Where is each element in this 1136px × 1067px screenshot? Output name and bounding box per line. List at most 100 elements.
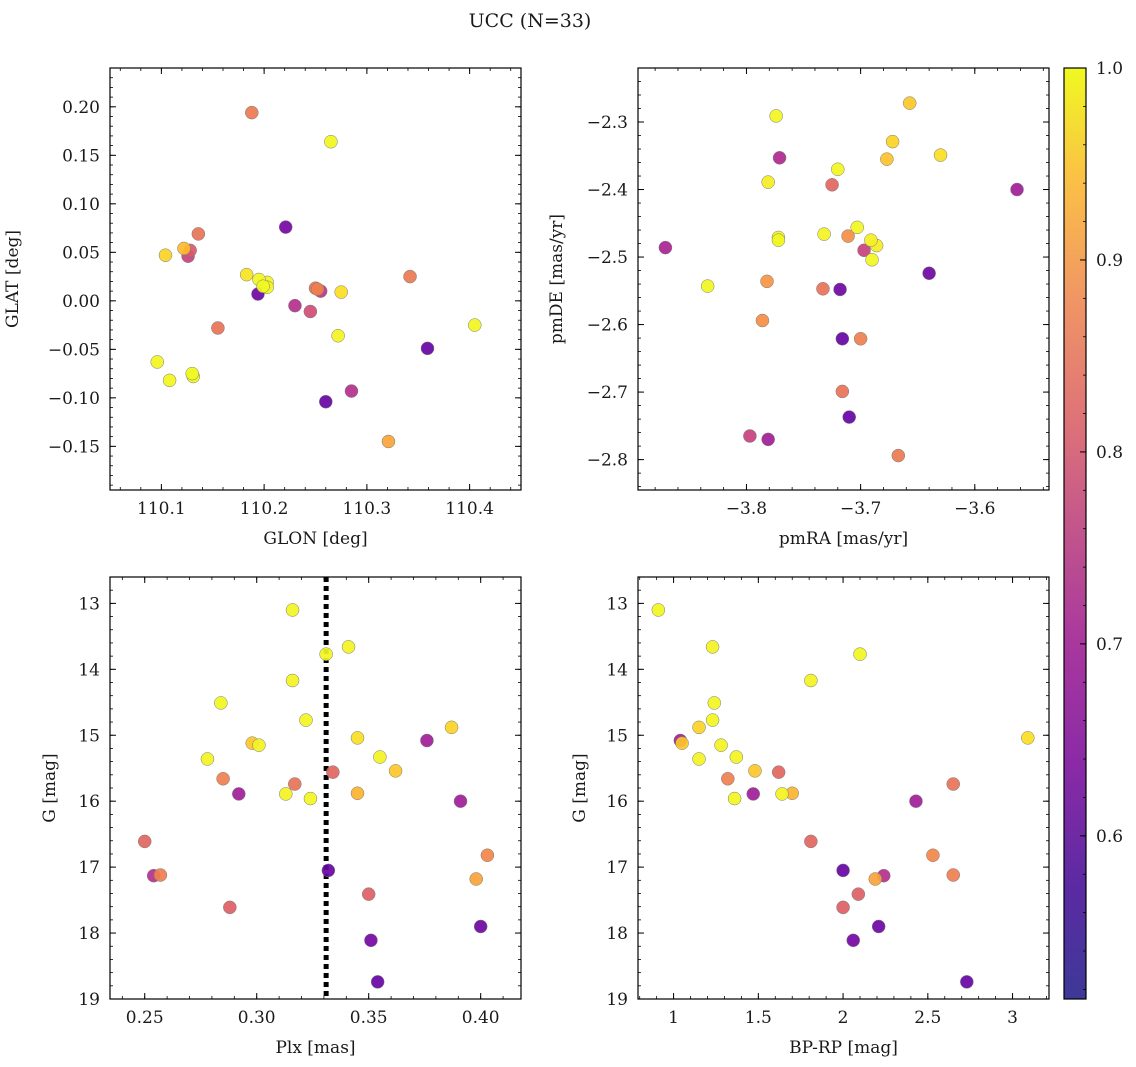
y-tick-label: 0.00 bbox=[62, 292, 100, 312]
y-tick-label: 15 bbox=[78, 726, 100, 746]
scatter-point bbox=[1010, 182, 1024, 197]
scatter-point bbox=[344, 384, 359, 398]
x-axis-label: BP-RP [mag] bbox=[789, 1038, 898, 1058]
y-tick-label: 16 bbox=[78, 792, 100, 812]
scatter-point bbox=[216, 772, 230, 786]
scatter-point bbox=[692, 720, 706, 735]
scatter-point bbox=[252, 738, 266, 752]
scatter-point bbox=[468, 318, 482, 332]
scatter-point bbox=[420, 733, 434, 748]
scatter-point bbox=[321, 863, 336, 878]
scatter-point bbox=[817, 227, 831, 241]
y-tick-label: 14 bbox=[606, 660, 628, 680]
scatter-point bbox=[705, 640, 720, 654]
scatter-point bbox=[729, 750, 744, 764]
scatter-point bbox=[864, 233, 878, 247]
scatter-point bbox=[871, 919, 886, 934]
scatter-point bbox=[200, 752, 215, 766]
scatter-point bbox=[162, 373, 177, 388]
axis-ticks: 1 1.5 2 2.5 3 13 14 15 16 17 18 19 bbox=[606, 576, 1049, 1028]
scatter-point bbox=[833, 282, 847, 297]
x-tick-label: 110.4 bbox=[445, 499, 494, 519]
scatter-point bbox=[748, 764, 762, 778]
x-tick-label: 2.5 bbox=[914, 1008, 941, 1028]
y-tick-label: 0.15 bbox=[62, 146, 100, 166]
scatter-point bbox=[370, 975, 385, 989]
y-tick-label: 19 bbox=[606, 990, 628, 1010]
y-tick-label: 14 bbox=[78, 660, 100, 680]
scatter-point bbox=[364, 933, 378, 948]
y-tick-label: 18 bbox=[78, 924, 100, 944]
scatter-point bbox=[373, 750, 387, 764]
scatter-point bbox=[185, 366, 199, 381]
scatter-point bbox=[350, 731, 365, 745]
scatter-point bbox=[214, 696, 228, 710]
scatter-point bbox=[473, 919, 488, 934]
y-axis-label: G [mag] bbox=[570, 753, 590, 822]
panel-plx-g: 0.25 0.30 0.35 0.40 13 14 15 16 17 18 19 Plx [mas] G… bbox=[40, 576, 522, 1058]
panel-bprp-g: 1 1.5 2 2.5 3 13 14 15 16 17 18 19 BP-RP [mag] G [mag… bbox=[570, 576, 1050, 1058]
scatter-point bbox=[211, 321, 225, 335]
scatter-point bbox=[857, 243, 871, 258]
colorbar-tick-label: 0.6 bbox=[1096, 827, 1123, 847]
scatter-point bbox=[804, 673, 818, 688]
scatter-point bbox=[319, 647, 333, 661]
scatter-point bbox=[885, 134, 900, 149]
scatter-point bbox=[288, 298, 302, 313]
axes-frame bbox=[637, 576, 1050, 1000]
scatter-point bbox=[769, 109, 783, 123]
colorbar-tick-label: 0.8 bbox=[1096, 443, 1123, 463]
scatter-point bbox=[256, 279, 270, 294]
scatter-point bbox=[158, 248, 173, 262]
scatter-point bbox=[868, 872, 883, 886]
scatter-point bbox=[850, 220, 864, 235]
scatter-point bbox=[746, 787, 760, 801]
scatter-point bbox=[700, 279, 715, 293]
scatter-point bbox=[926, 848, 940, 863]
scatter-point bbox=[403, 269, 417, 284]
scatter-point bbox=[334, 285, 348, 299]
scatter-point bbox=[1021, 731, 1035, 745]
x-tick-label: 0.40 bbox=[462, 1008, 500, 1028]
scatter-point bbox=[285, 673, 300, 688]
y-axis-label: G [mag] bbox=[40, 753, 60, 822]
y-tick-label: 17 bbox=[78, 858, 100, 878]
x-tick-label: −3.7 bbox=[840, 499, 881, 519]
scatter-point bbox=[444, 720, 459, 735]
colorbar-tick-label: 0.7 bbox=[1096, 635, 1123, 655]
scatter-point bbox=[836, 900, 850, 915]
scatter-point bbox=[922, 266, 936, 281]
scatter-point bbox=[946, 868, 960, 882]
scatter-point bbox=[851, 887, 866, 901]
scatter-point bbox=[721, 772, 735, 786]
y-tick-label: 0.20 bbox=[62, 98, 100, 118]
scatter-point bbox=[299, 713, 313, 727]
scatter-point bbox=[381, 434, 396, 449]
y-tick-label: −2.4 bbox=[587, 181, 628, 201]
scatter-point bbox=[743, 429, 757, 443]
scatter-point bbox=[239, 267, 254, 282]
y-tick-label: −2.7 bbox=[587, 383, 628, 403]
scatter-point bbox=[303, 304, 318, 319]
scatter-point bbox=[331, 329, 345, 343]
scatter-point bbox=[324, 134, 338, 149]
y-axis-label: GLAT [deg] bbox=[3, 230, 23, 328]
colorbar-tick-label: 1.0 bbox=[1096, 59, 1123, 79]
scatter-point bbox=[191, 227, 206, 241]
scatter-point bbox=[960, 975, 974, 989]
scatter-point bbox=[880, 152, 894, 166]
scatter-point bbox=[727, 791, 742, 806]
scatter-point bbox=[310, 282, 325, 296]
x-axis-label: pmRA [mas/yr] bbox=[779, 529, 908, 549]
scatter-point bbox=[707, 696, 722, 710]
axis-ticks: 110.1 110.2 110.3 110.4 −0.15 −0.10 −0.05 0.00 0… bbox=[48, 67, 521, 519]
y-tick-label: −2.8 bbox=[587, 451, 628, 471]
scatter-point bbox=[761, 432, 775, 447]
scatter-point bbox=[853, 332, 868, 346]
figure-title: UCC (N=33) bbox=[469, 10, 592, 32]
scatter-point bbox=[804, 834, 818, 849]
y-tick-label: 15 bbox=[606, 726, 628, 746]
scatter-point bbox=[865, 253, 879, 267]
x-tick-label: 3 bbox=[1007, 1008, 1018, 1028]
